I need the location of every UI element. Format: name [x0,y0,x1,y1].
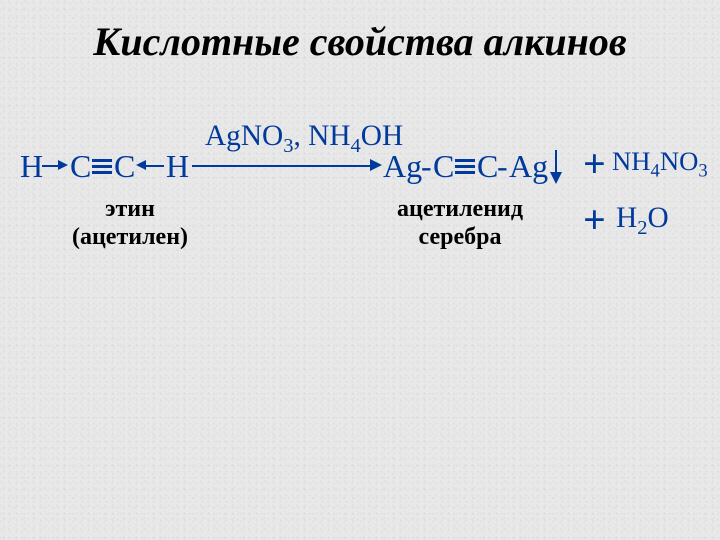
title-text: Кислотные свойства алкинов [93,19,626,64]
reactant-label-line1: этин [60,196,200,224]
bond-arrow-right [146,165,164,167]
atom-H-left: H [20,148,43,185]
atom-H-right: H [166,148,189,185]
reagents-text: AgNO3, NH4OH [205,120,403,152]
precipitate-arrow-head [550,172,562,184]
plus-sign-1: + [583,140,606,187]
triple-bond-product [455,158,475,174]
bond-arrow-left-head [58,160,68,170]
product-label-line1: ацетиленид [380,196,540,224]
byproduct-h2o: H2O [616,202,669,235]
main-arrow-head [370,159,382,171]
atom-C-right-p: C [477,148,498,185]
reagents-above: AgNO3, NH4OH [205,120,403,153]
atom-Ag-right: Ag [509,148,548,185]
reactant-label: этин (ацетилен) [60,196,200,251]
hyphen-right: - [497,148,508,185]
atom-C-left-p: C [433,148,454,185]
atom-Ag-left: Ag [383,148,422,185]
product-label-line2: серебра [380,224,540,252]
reaction-row: H C C H AgNO3, NH4OH Ag - C C - Ag [20,148,700,188]
byproduct-nh4no3: NH4NO3 [612,146,708,177]
hyphen-left: - [421,148,432,185]
atom-C-right: C [114,148,135,185]
triple-bond-reactant [92,158,112,174]
product-label: ацетиленид серебра [380,196,540,251]
reactant-label-line2: (ацетилен) [60,224,200,252]
bond-arrow-right-head [136,160,146,170]
plus-sign-2: + [583,196,606,243]
precipitate-arrow-line [555,150,557,174]
atom-C-left: C [70,148,91,185]
slide-title: Кислотные свойства алкинов [0,18,720,65]
main-arrow-line [192,165,372,167]
